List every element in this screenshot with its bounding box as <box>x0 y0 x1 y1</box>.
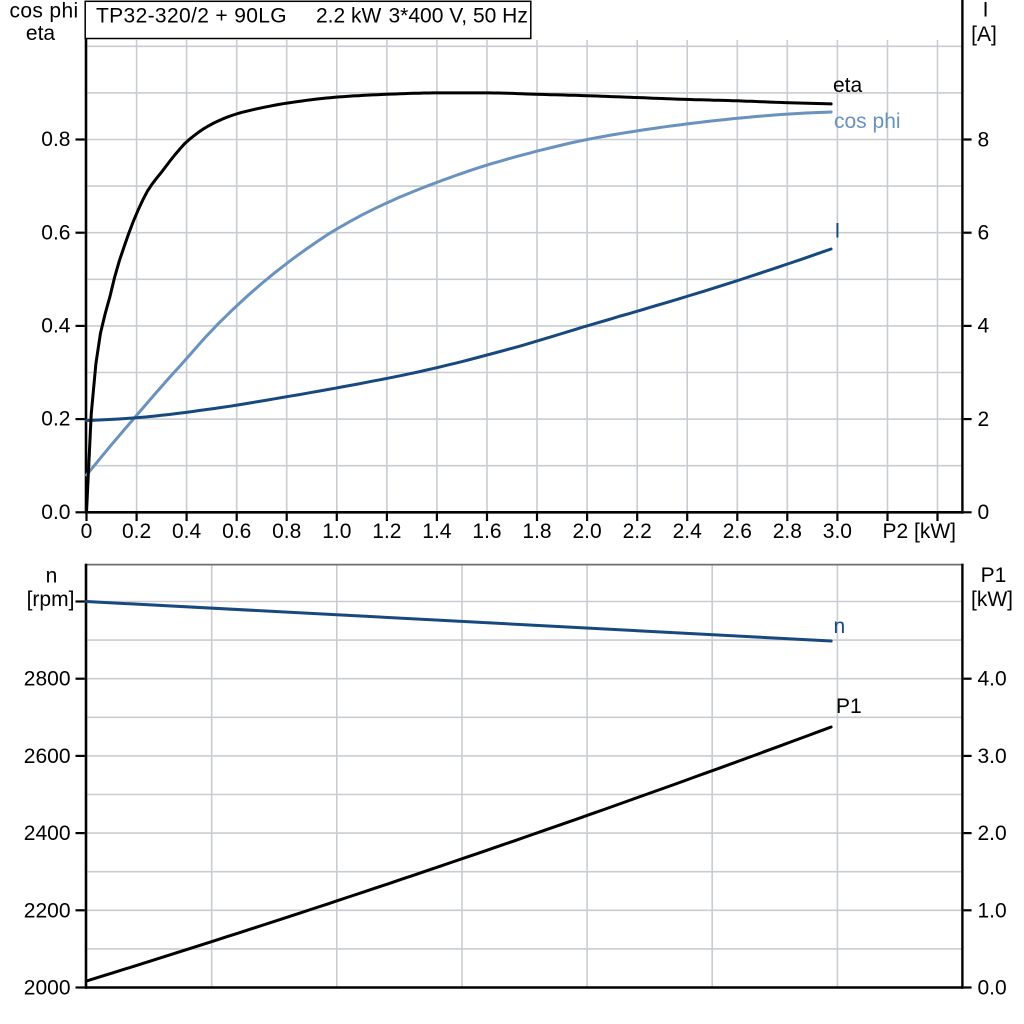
svg-text:[rpm]: [rpm] <box>27 588 75 611</box>
svg-text:2: 2 <box>978 408 990 431</box>
svg-text:n: n <box>46 564 58 587</box>
svg-text:0.0: 0.0 <box>41 501 70 524</box>
svg-text:0.4: 0.4 <box>41 315 71 338</box>
svg-text:0: 0 <box>978 501 990 524</box>
svg-text:1.0: 1.0 <box>978 899 1007 922</box>
svg-text:2400: 2400 <box>24 822 71 845</box>
svg-text:4: 4 <box>978 315 990 338</box>
svg-text:P1: P1 <box>981 564 1007 587</box>
svg-text:2000: 2000 <box>24 977 71 1000</box>
svg-text:2.2: 2.2 <box>623 520 652 543</box>
svg-text:0.6: 0.6 <box>41 221 70 244</box>
svg-text:eta: eta <box>833 74 863 97</box>
svg-text:3.0: 3.0 <box>823 520 852 543</box>
svg-text:2200: 2200 <box>24 899 71 922</box>
svg-text:P1: P1 <box>836 695 862 718</box>
svg-text:2600: 2600 <box>24 745 71 768</box>
svg-text:0.0: 0.0 <box>978 977 1007 1000</box>
svg-text:[A]: [A] <box>971 23 997 46</box>
svg-text:8: 8 <box>978 128 990 151</box>
svg-text:2.8: 2.8 <box>773 520 802 543</box>
svg-text:1.0: 1.0 <box>322 520 351 543</box>
svg-text:I: I <box>835 220 841 243</box>
svg-text:cos phi: cos phi <box>10 0 79 23</box>
svg-text:0.6: 0.6 <box>222 520 251 543</box>
svg-text:2.6: 2.6 <box>723 520 752 543</box>
svg-text:1.4: 1.4 <box>422 520 452 543</box>
svg-text:0.8: 0.8 <box>272 520 301 543</box>
svg-text:1.6: 1.6 <box>472 520 501 543</box>
svg-text:0.2: 0.2 <box>122 520 151 543</box>
svg-text:0.2: 0.2 <box>41 408 70 431</box>
svg-text:cos phi: cos phi <box>834 110 901 133</box>
svg-text:I: I <box>983 0 989 22</box>
svg-text:2.0: 2.0 <box>572 520 601 543</box>
svg-text:2800: 2800 <box>24 668 71 691</box>
svg-text:1.2: 1.2 <box>372 520 401 543</box>
svg-text:eta: eta <box>26 22 56 45</box>
svg-text:P2 [kW]: P2 [kW] <box>883 520 957 543</box>
svg-text:[kW]: [kW] <box>971 588 1013 611</box>
svg-text:n: n <box>834 615 846 638</box>
svg-text:4.0: 4.0 <box>978 668 1007 691</box>
svg-text:2.4: 2.4 <box>673 520 703 543</box>
svg-text:0: 0 <box>81 520 93 543</box>
svg-text:3.0: 3.0 <box>978 745 1007 768</box>
svg-text:1.8: 1.8 <box>522 520 551 543</box>
svg-text:2.0: 2.0 <box>978 822 1007 845</box>
svg-text:0.8: 0.8 <box>41 128 70 151</box>
svg-text:0.4: 0.4 <box>172 520 202 543</box>
svg-text:6: 6 <box>978 222 990 245</box>
